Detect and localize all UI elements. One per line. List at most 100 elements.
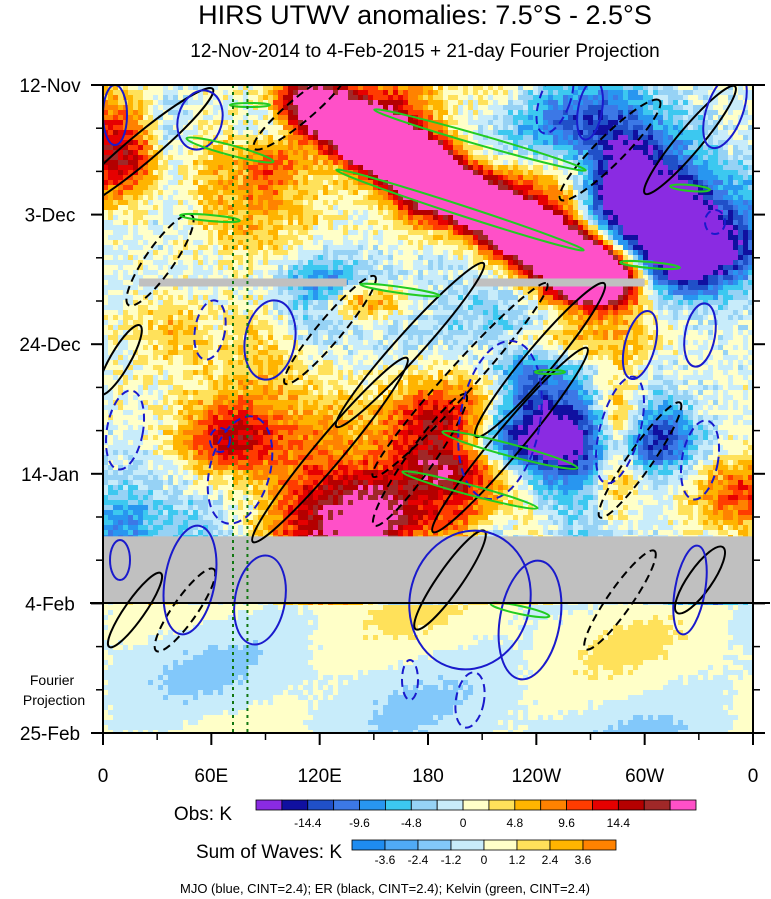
field-cell xyxy=(513,260,518,265)
field-cell xyxy=(723,170,728,175)
field-cell xyxy=(118,95,123,100)
field-cell xyxy=(693,230,698,235)
field-cell xyxy=(468,180,473,185)
field-cell xyxy=(428,165,433,170)
field-cell xyxy=(113,110,118,115)
field-cell xyxy=(503,260,508,265)
field-cell xyxy=(668,110,673,115)
field-cell xyxy=(418,160,423,165)
field-cell xyxy=(158,120,163,125)
field-cell xyxy=(328,225,333,230)
field-cell xyxy=(673,195,678,200)
field-cell xyxy=(368,130,373,135)
field-cell xyxy=(453,190,458,195)
field-cell xyxy=(208,230,213,235)
field-cell xyxy=(303,100,308,105)
field-cell xyxy=(313,160,318,165)
field-cell xyxy=(583,220,588,225)
field-cell xyxy=(328,220,333,225)
field-cell xyxy=(673,190,678,195)
field-cell xyxy=(163,155,168,160)
field-cell xyxy=(168,200,173,205)
field-cell xyxy=(448,230,453,235)
field-cell xyxy=(488,130,493,135)
field-cell xyxy=(413,110,418,115)
field-cell xyxy=(238,140,243,145)
field-cell xyxy=(743,140,748,145)
field-cell xyxy=(298,235,303,240)
field-cell xyxy=(283,255,288,260)
field-cell xyxy=(328,100,333,105)
field-cell xyxy=(598,140,603,145)
field-cell xyxy=(743,240,748,245)
field-cell xyxy=(433,220,438,225)
field-cell xyxy=(628,180,633,185)
field-cell xyxy=(253,260,258,265)
field-cell xyxy=(388,125,393,130)
field-cell xyxy=(508,235,513,240)
field-cell xyxy=(458,155,463,160)
field-cell xyxy=(208,205,213,210)
field-cell xyxy=(463,160,468,165)
field-cell xyxy=(188,265,193,270)
field-cell xyxy=(393,205,398,210)
field-cell xyxy=(548,170,553,175)
field-cell xyxy=(523,95,528,100)
field-cell xyxy=(658,175,663,180)
field-cell xyxy=(308,120,313,125)
field-cell xyxy=(498,195,503,200)
field-cell xyxy=(743,200,748,205)
field-cell xyxy=(608,265,613,270)
field-cell xyxy=(518,265,523,270)
field-cell xyxy=(603,235,608,240)
field-cell xyxy=(733,265,738,270)
field-cell xyxy=(718,270,723,275)
field-cell xyxy=(588,260,593,265)
field-cell xyxy=(163,245,168,250)
field-cell xyxy=(503,265,508,270)
field-cell xyxy=(458,220,463,225)
field-cell xyxy=(558,270,563,275)
field-cell xyxy=(338,135,343,140)
field-cell xyxy=(513,105,518,110)
field-cell xyxy=(238,160,243,165)
field-cell xyxy=(743,120,748,125)
field-cell xyxy=(683,105,688,110)
field-cell xyxy=(263,260,268,265)
field-cell xyxy=(388,220,393,225)
field-cell xyxy=(328,240,333,245)
field-cell xyxy=(633,95,638,100)
field-cell xyxy=(113,125,118,130)
field-cell xyxy=(288,185,293,190)
field-cell xyxy=(188,260,193,265)
field-cell xyxy=(298,270,303,275)
field-cell xyxy=(683,250,688,255)
field-cell xyxy=(563,225,568,230)
field-cell xyxy=(383,210,388,215)
field-cell xyxy=(353,200,358,205)
field-cell xyxy=(618,210,623,215)
field-cell xyxy=(638,150,643,155)
field-cell xyxy=(108,95,113,100)
field-cell xyxy=(628,255,633,260)
field-cell xyxy=(643,270,648,275)
field-cell xyxy=(258,185,263,190)
field-cell xyxy=(358,140,363,145)
field-cell xyxy=(383,220,388,225)
field-cell xyxy=(278,125,283,130)
field-cell xyxy=(433,180,438,185)
field-cell xyxy=(653,145,658,150)
field-cell xyxy=(108,125,113,130)
field-cell xyxy=(353,100,358,105)
field-cell xyxy=(378,270,383,275)
field-cell xyxy=(463,90,468,95)
field-cell xyxy=(543,125,548,130)
field-cell xyxy=(528,90,533,95)
field-cell xyxy=(163,195,168,200)
field-cell xyxy=(213,190,218,195)
field-cell xyxy=(698,90,703,95)
field-cell xyxy=(323,90,328,95)
field-cell xyxy=(738,180,743,185)
field-cell xyxy=(358,105,363,110)
field-cell xyxy=(363,205,368,210)
